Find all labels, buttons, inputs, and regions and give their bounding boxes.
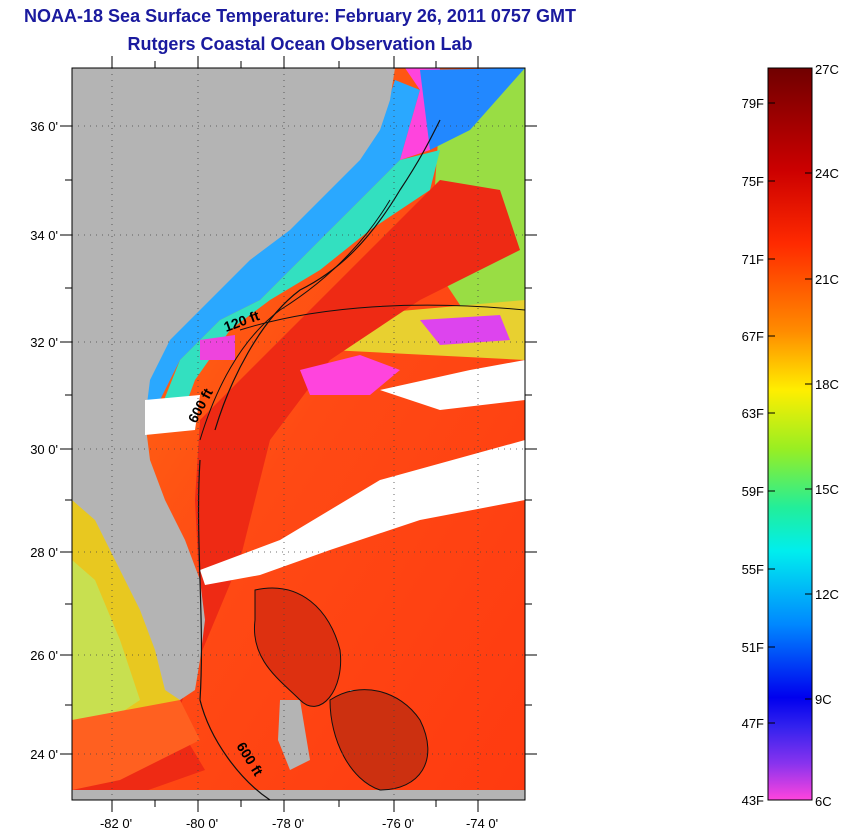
fahrenheit-label: 75F: [742, 174, 764, 189]
colorbar-c-ticks: [805, 172, 812, 700]
fahrenheit-label: 55F: [742, 562, 764, 577]
fahrenheit-label: 71F: [742, 252, 764, 267]
island-andros: [278, 700, 310, 770]
map-subtitle: Rutgers Coastal Ocean Observation Lab: [127, 34, 473, 54]
lat-labels: 36 0' 34 0' 32 0' 30 0' 28 0' 26 0' 24 0…: [30, 119, 58, 762]
gridlines: [72, 68, 525, 800]
map-title: NOAA-18 Sea Surface Temperature: Februar…: [24, 6, 576, 26]
map-image: [72, 68, 525, 800]
lon-label: -82 0': [100, 816, 132, 831]
lon-labels: -82 0' -80 0' -78 0' -76 0' -74 0': [100, 816, 498, 831]
celsius-label: 15C: [815, 482, 839, 497]
lon-ticks: [111, 56, 479, 812]
lon-label: -74 0': [466, 816, 498, 831]
gulf-stream: [72, 180, 520, 800]
lat-ticks: [60, 125, 537, 755]
land-cuba: [72, 790, 525, 800]
fahrenheit-label: 51F: [742, 640, 764, 655]
colorbar-c-labels: 27C 24C 21C 18C 15C 12C 9C 6C: [815, 62, 839, 809]
lat-label: 32 0': [30, 335, 58, 350]
fahrenheit-label: 79F: [742, 96, 764, 111]
fahrenheit-label: 47F: [742, 716, 764, 731]
celsius-label: 12C: [815, 587, 839, 602]
lat-label: 34 0': [30, 228, 58, 243]
fahrenheit-label: 59F: [742, 484, 764, 499]
land-southeast-us: [72, 68, 395, 700]
fahrenheit-label: 67F: [742, 329, 764, 344]
colorbar-f-labels: 79F 75F 71F 67F 63F 59F 55F 51F 47F 43F: [742, 96, 764, 808]
celsius-label: 27C: [815, 62, 839, 77]
celsius-label: 18C: [815, 377, 839, 392]
celsius-label: 9C: [815, 692, 832, 707]
lon-label: -78 0': [272, 816, 304, 831]
lat-label: 24 0': [30, 747, 58, 762]
celsius-label: 21C: [815, 272, 839, 287]
lat-label: 36 0': [30, 119, 58, 134]
colorbar-f-ticks: [768, 102, 775, 724]
lat-label: 26 0': [30, 648, 58, 663]
celsius-label: 24C: [815, 166, 839, 181]
fahrenheit-label: 43F: [742, 793, 764, 808]
colorbar: [767, 67, 813, 801]
cloud-band: [200, 440, 525, 585]
map-frame: [71, 67, 526, 801]
celsius-label: 6C: [815, 794, 832, 809]
fahrenheit-label: 63F: [742, 406, 764, 421]
lat-label: 28 0': [30, 545, 58, 560]
lat-label: 30 0': [30, 442, 58, 457]
lon-label: -80 0': [186, 816, 218, 831]
lon-label: -76 0': [382, 816, 414, 831]
